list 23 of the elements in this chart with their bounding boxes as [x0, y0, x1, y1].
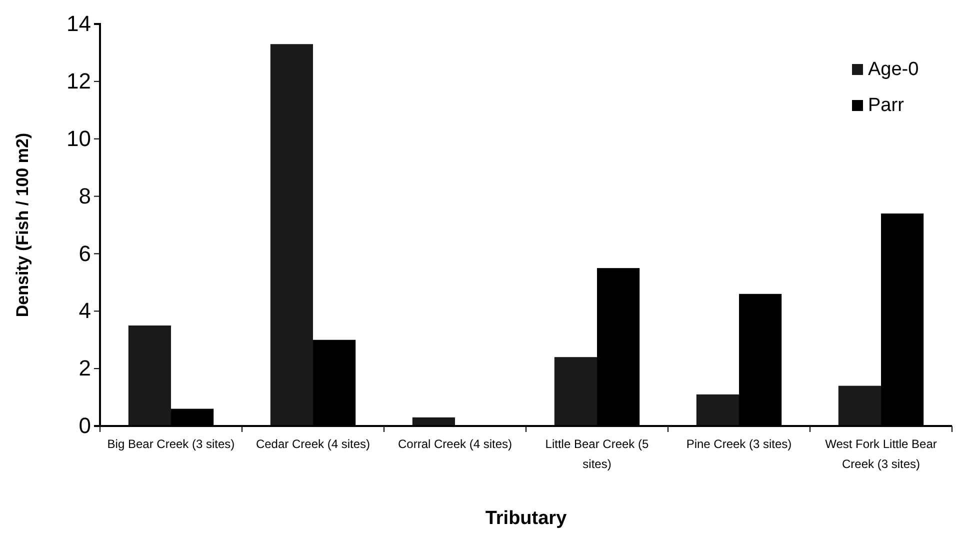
y-axis-title: Density (Fish / 100 m2)	[13, 132, 32, 318]
x-tick-label: Cedar Creek (4 sites)	[256, 437, 370, 451]
bar	[128, 326, 171, 426]
x-tick-label: Corral Creek (4 sites)	[398, 437, 512, 451]
x-tick-label: Pine Creek (3 sites)	[686, 437, 792, 451]
bar	[696, 394, 739, 426]
y-tick-label: 4	[78, 298, 91, 324]
x-tick-label: Big Bear Creek (3 sites)	[107, 437, 235, 451]
y-tick-label: 0	[78, 413, 91, 438]
x-axis-title: Tributary	[485, 508, 568, 529]
y-tick-label: 12	[66, 68, 91, 94]
x-tick-label: Little Bear Creek (5 sites)	[545, 437, 650, 471]
bar	[554, 357, 597, 426]
y-tick-label: 10	[66, 126, 91, 151]
y-tick-label: 6	[78, 240, 91, 266]
legend-label: Parr	[868, 95, 905, 116]
bar	[270, 44, 313, 426]
y-tick-label: 8	[78, 183, 91, 208]
y-tick-label: 2	[78, 356, 91, 381]
x-tick-label: West Fork Little Bear Creek (3 sites)	[825, 437, 937, 471]
y-tick-label: 14	[66, 11, 91, 36]
legend-label: Age-0	[868, 59, 919, 80]
bar	[838, 386, 881, 426]
